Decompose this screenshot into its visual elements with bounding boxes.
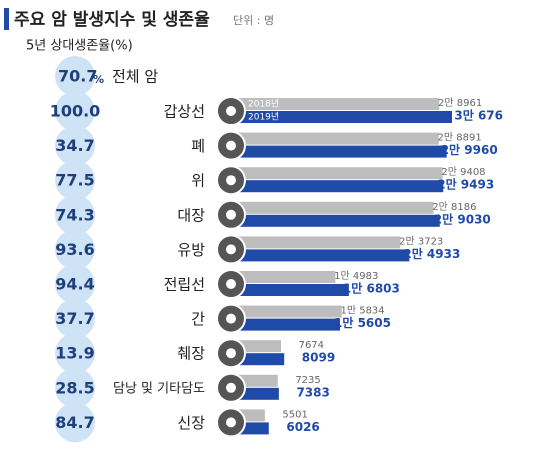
survival-circle — [55, 333, 95, 374]
value-label: 1만 4983 — [334, 270, 378, 282]
survival-label: 74.3 — [55, 205, 94, 224]
organ-icon-mark — [226, 209, 236, 220]
organ-icon-mark — [226, 382, 236, 393]
survival-circle — [55, 194, 95, 235]
survival-circle — [55, 160, 95, 201]
bar — [224, 145, 447, 158]
value-label: 7235 — [295, 375, 320, 386]
bar — [224, 98, 440, 110]
survival-circle — [55, 264, 95, 304]
survival-label: 13.9 — [55, 344, 94, 363]
subtitle: 5년 상대생존율(%) — [26, 39, 133, 54]
category-label: 위 — [191, 172, 205, 190]
survival-label: 93.6 — [55, 240, 94, 259]
category-label: 췌장 — [177, 345, 205, 363]
value-label: 6026 — [286, 420, 319, 434]
bar — [224, 180, 444, 193]
value-label: 7674 — [299, 340, 324, 351]
survival-label: 37.7 — [55, 309, 94, 328]
bar — [224, 249, 410, 262]
bar — [224, 214, 440, 227]
value-label: 2만 8891 — [438, 132, 482, 144]
overall-label: 전체 암 — [112, 68, 158, 86]
value-label: 8099 — [302, 351, 335, 365]
overall-value: 70.7 — [58, 67, 97, 86]
category-label: 갑상선 — [164, 103, 205, 121]
value-label: 1만 5834 — [340, 305, 384, 317]
legend-label: 2019년 — [248, 112, 279, 123]
title-accent — [4, 8, 9, 30]
value-label: 5501 — [282, 409, 307, 420]
survival-circle — [55, 367, 95, 408]
category-label: 유방 — [177, 241, 205, 259]
value-label: 7383 — [296, 385, 329, 399]
survival-circle — [55, 229, 95, 270]
survival-circle — [55, 125, 95, 166]
value-label: 2만 3723 — [399, 235, 443, 247]
category-label: 전립선 — [164, 276, 205, 294]
organ-icon-mark — [226, 106, 236, 116]
survival-label: 84.7 — [55, 413, 94, 432]
survival-circle — [55, 56, 95, 96]
chart-title: 주요 암 발생지수 및 생존율 — [14, 10, 210, 30]
value-label: 1만 6803 — [343, 281, 400, 296]
survival-label: 100.0 — [50, 102, 101, 121]
bar — [224, 284, 349, 296]
bar — [224, 132, 439, 145]
organ-icon-mark — [226, 279, 236, 289]
value-label: 2만 8961 — [438, 97, 482, 109]
organ-icon-mark — [226, 313, 236, 324]
survival-circle — [55, 402, 95, 443]
value-label: 2만 9408 — [441, 166, 485, 178]
value-label: 1만 5605 — [334, 315, 391, 330]
survival-label: 94.4 — [55, 275, 94, 294]
value-label: 2만 8186 — [432, 201, 476, 213]
bar — [224, 305, 342, 318]
survival-circle — [55, 91, 95, 131]
bar — [224, 167, 443, 180]
bar — [224, 111, 452, 123]
bar — [224, 236, 401, 249]
value-label: 2만 9960 — [441, 142, 498, 157]
bar — [224, 201, 434, 214]
bar — [224, 271, 336, 283]
organ-icon-mark — [226, 244, 236, 255]
bar — [224, 318, 340, 331]
organ-icon-mark — [226, 175, 236, 186]
overall-unit: % — [93, 73, 104, 86]
value-label: 3만 676 — [454, 108, 503, 123]
value-label: 2만 4933 — [403, 246, 460, 261]
survival-label: 28.5 — [55, 378, 94, 397]
legend-label: 2018년 — [248, 99, 279, 110]
unit-note: 단위 : 명 — [233, 14, 274, 27]
organ-icon-mark — [226, 348, 236, 359]
organ-icon-mark — [226, 140, 236, 151]
category-label: 신장 — [177, 414, 205, 432]
survival-label: 34.7 — [55, 136, 94, 155]
category-label: 간 — [191, 310, 205, 328]
value-label: 2만 9030 — [434, 211, 491, 226]
category-label: 담낭 및 기타담도 — [113, 381, 205, 396]
category-label: 대장 — [177, 206, 205, 224]
survival-circle — [55, 298, 95, 339]
category-label: 폐 — [191, 137, 205, 155]
survival-label: 77.5 — [55, 171, 94, 190]
value-label: 2만 9493 — [437, 177, 494, 192]
organ-icon-mark — [226, 417, 236, 428]
